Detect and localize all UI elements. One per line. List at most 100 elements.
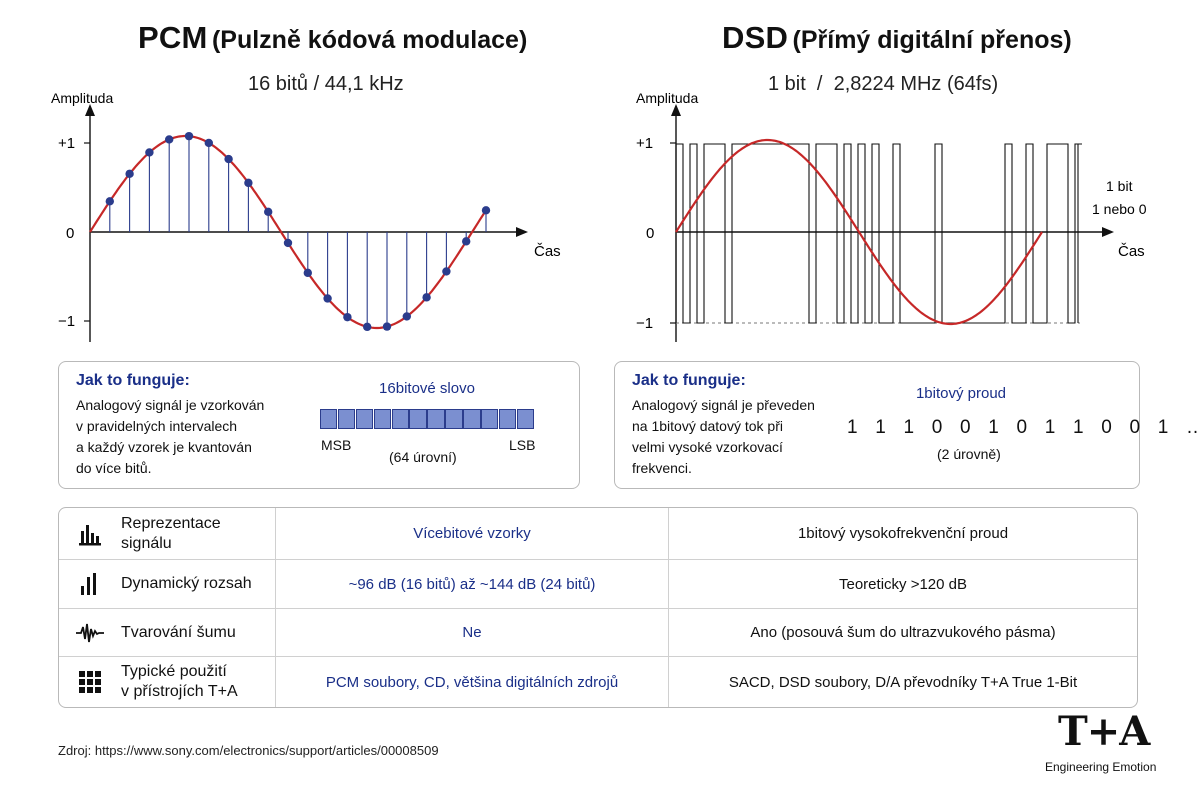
dsd-bit-note-1: 1 bit <box>1106 178 1133 194</box>
bit-cell <box>463 409 481 429</box>
pcm-subtitle: 16 bitů / 44,1 kHz <box>248 73 404 95</box>
pcm-how-line: do více bitů. <box>76 460 152 476</box>
bit-cell <box>391 409 409 429</box>
pcm-title-paren: (Pulzně kódová modulace) <box>211 26 528 54</box>
bit-cell <box>516 409 535 429</box>
sample-point <box>462 237 471 246</box>
pcm-sample-points <box>105 131 491 332</box>
dsd-subtitle: 1 bit / 2,8224 MHz (64fs) <box>768 73 999 95</box>
dsd-cell: Teoreticky >120 dB <box>669 560 1137 609</box>
dsd-how-line: na 1bitový datový tok při <box>632 418 783 434</box>
dsd-how-heading: Jak to funguje: <box>632 372 746 389</box>
pcm-cell: PCM soubory, CD, většina digitálních zdr… <box>276 657 669 707</box>
bit-cell <box>320 409 338 429</box>
bit-cell <box>337 409 356 429</box>
dsd-levels-label: (2 úrovně) <box>937 446 1001 462</box>
sample-point <box>125 169 134 179</box>
dsd-how-text: Analogový signál je převeden na 1bitový … <box>632 395 815 479</box>
dsd-cell: Ano (posouvá šum do ultrazvukového pásma… <box>669 609 1137 657</box>
dsd-how-box: Jak to funguje: Analogový signál je přev… <box>614 361 1200 489</box>
pcm-word-label: 16bitové slovo <box>379 380 475 397</box>
dsd-title-paren: (Přímý digitální přenos) <box>792 26 1072 54</box>
pcm-how-line: v pravidelných intervalech <box>76 418 238 434</box>
level-bars-icon <box>75 569 105 599</box>
pcm-lsb-label: LSB <box>509 437 536 453</box>
table-row: Tvarování šumu Ne Ano (posouvá šum do ul… <box>59 609 1137 657</box>
dsd-how-line: velmi vysoké vzorkovací <box>632 439 783 455</box>
row-label: Dynamický rozsah <box>121 575 252 592</box>
table-row: Typické použití v přístrojích T+A PCM so… <box>59 657 1137 707</box>
dsd-tick-minus: −1 <box>636 315 653 332</box>
comparison-table: Reprezentace signálu Vícebitové vzorky 1… <box>58 507 1138 708</box>
sample-point <box>224 154 233 164</box>
source-text: Zdroj: https://www.sony.com/electronics/… <box>58 743 439 758</box>
bars-icon <box>75 519 105 549</box>
dsd-ylabel: Amplituda <box>636 90 698 106</box>
pcm-title-main: PCM <box>138 20 208 55</box>
bit-cell <box>498 409 517 429</box>
table-row: Dynamický rozsah ~96 dB (16 bitů) až ~14… <box>59 560 1137 609</box>
pcm-cell: ~96 dB (16 bitů) až ~144 dB (24 bitů) <box>276 560 669 609</box>
bit-cell <box>445 409 463 429</box>
sample-point <box>402 312 411 321</box>
bit-cell <box>481 409 499 429</box>
row-label-cell: Tvarování šumu <box>59 609 276 657</box>
row-label-cell: Reprezentace signálu <box>59 508 276 560</box>
dsd-xlabel: Čas <box>1118 243 1145 260</box>
pcm-tick-minus: −1 <box>58 313 75 330</box>
bit-cell <box>355 409 374 429</box>
row-label-cell: Typické použití v přístrojích T+A <box>59 657 276 707</box>
row-label: Reprezentace signálu <box>121 514 221 552</box>
pcm-cell: Ne <box>276 609 669 657</box>
dsd-how-line: Analogový signál je převeden <box>632 397 815 413</box>
pcm-diagram: Amplituda Čas +1 0 −1 <box>51 90 561 342</box>
bit-cell <box>409 409 427 429</box>
table-row: Reprezentace signálu Vícebitové vzorky 1… <box>59 508 1137 560</box>
row-label: Typické použití v přístrojích T+A <box>121 663 238 700</box>
pcm-tick-zero: 0 <box>66 225 74 242</box>
pcm-xlabel: Čas <box>534 243 561 260</box>
sample-point <box>105 197 115 206</box>
pcm-16bit-word <box>320 409 535 429</box>
sample-point <box>323 294 332 303</box>
sample-point <box>303 268 312 278</box>
pcm-cell: Vícebitové vzorky <box>276 508 669 560</box>
dsd-tick-zero: 0 <box>646 225 654 242</box>
sample-point <box>184 131 194 141</box>
sample-point <box>442 267 451 276</box>
dsd-title: DSD (Přímý digitální přenos) <box>722 20 1072 56</box>
pcm-ylabel: Amplituda <box>51 90 113 106</box>
sample-point <box>204 138 213 148</box>
waveform-icon <box>75 618 105 648</box>
bit-cell <box>427 409 445 429</box>
sample-point <box>145 148 154 157</box>
dsd-bit-note-2: 1 nebo 0 <box>1092 201 1147 217</box>
dsd-bitstream: 1 1 1 0 0 1 0 1 1 0 0 1 … <box>847 417 1200 438</box>
pcm-how-box: Jak to funguje: Analogový signál je vzor… <box>58 361 580 489</box>
dsd-tick-plus: +1 <box>636 135 653 152</box>
row-label: Tvarování šumu <box>121 623 236 641</box>
dsd-sine-wave <box>675 138 1043 326</box>
pcm-msb-label: MSB <box>321 437 352 453</box>
dsd-pulse-train <box>675 143 1082 324</box>
pcm-how-heading: Jak to funguje: <box>76 372 190 389</box>
ta-logo: T+A <box>1058 708 1150 755</box>
pcm-title: PCM (Pulzně kódová modulace) <box>138 20 527 56</box>
pcm-tick-plus: +1 <box>58 135 75 152</box>
bit-cell <box>373 409 392 429</box>
logo-tagline: Engineering Emotion <box>1045 760 1157 774</box>
pcm-how-line: a každý vzorek je kvantován <box>76 439 252 455</box>
dsd-diagram: Amplituda Čas +1 0 −1 1 bit 1 nebo 0 <box>636 90 1147 342</box>
pcm-how-text: Analogový signál je vzorkován v pravidel… <box>76 395 264 479</box>
sample-point <box>422 293 431 302</box>
dsd-how-line: frekvenci. <box>632 460 692 476</box>
sample-point <box>382 322 392 331</box>
sample-point <box>283 238 293 248</box>
sample-point <box>165 135 174 144</box>
dsd-cell: 1bitový vysokofrekvenční proud <box>669 508 1137 560</box>
dsd-stream-label: 1bitový proud <box>915 385 1007 402</box>
pcm-sample-stems <box>109 136 487 327</box>
grid-icon <box>75 667 105 697</box>
pcm-how-line: Analogový signál je vzorkován <box>76 397 265 413</box>
sample-point <box>343 312 352 322</box>
